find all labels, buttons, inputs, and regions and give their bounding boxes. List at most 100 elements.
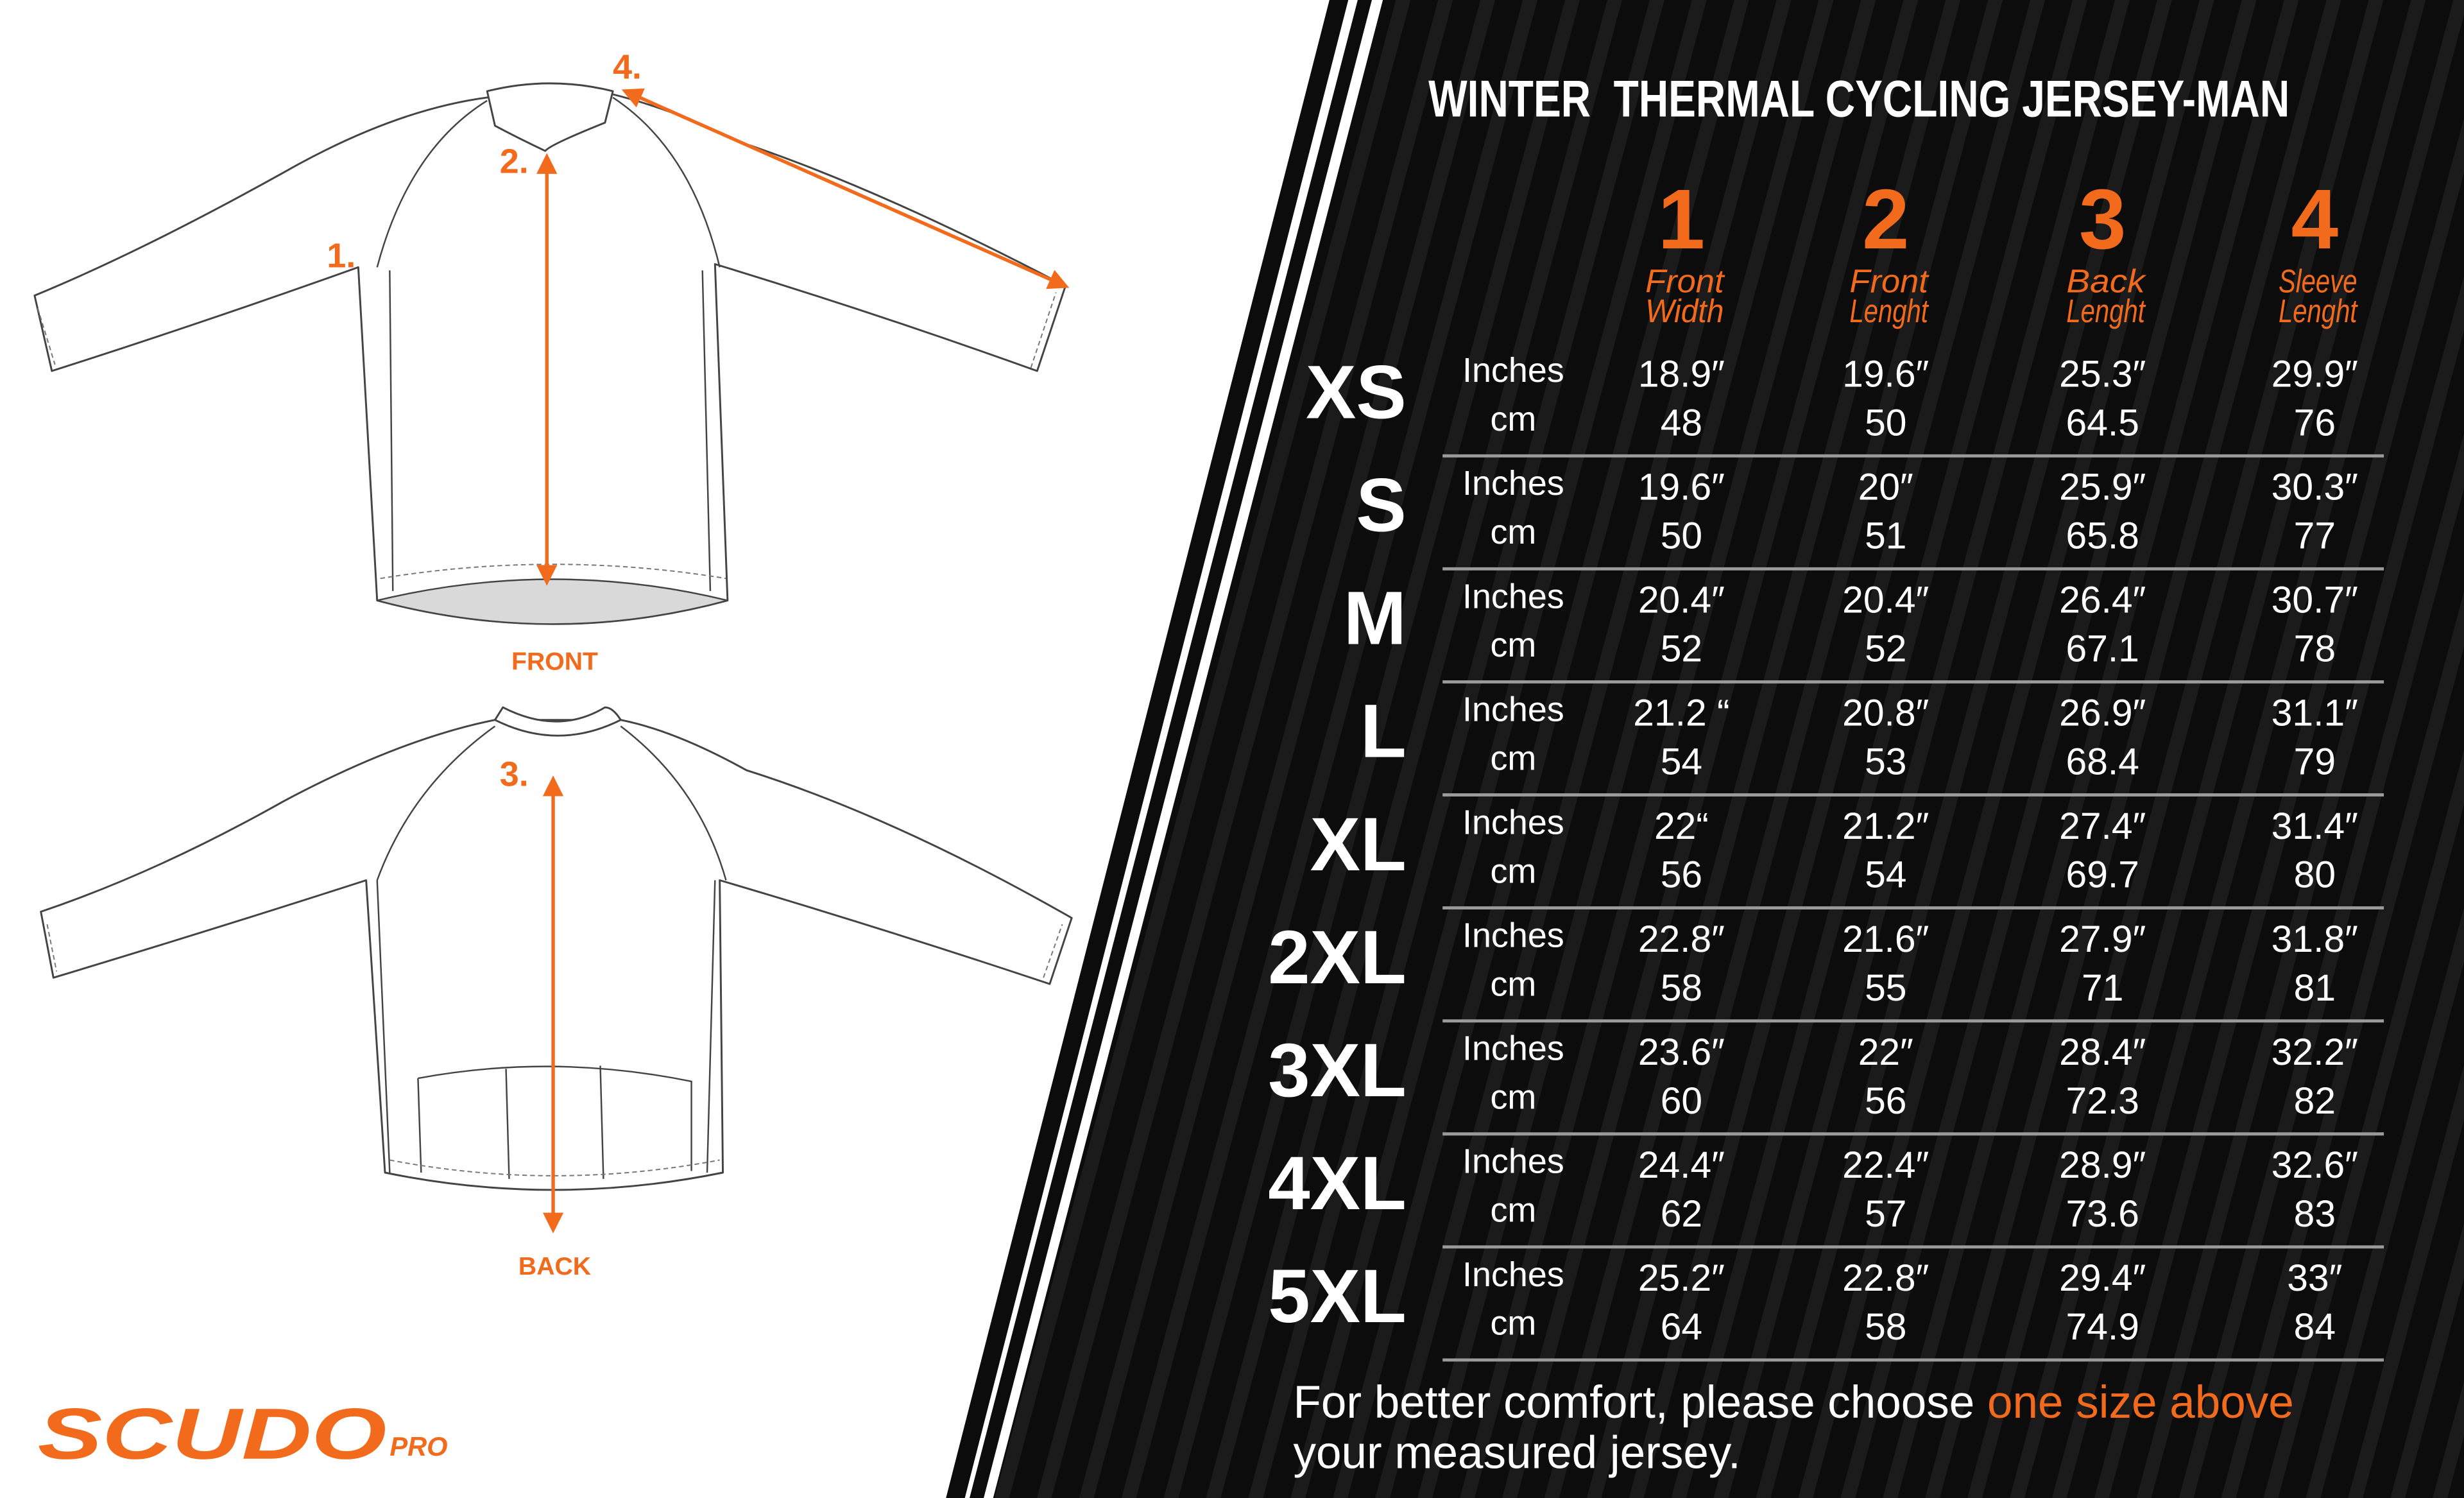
cm-value: 56 bbox=[1865, 1080, 1906, 1122]
cm-value: 58 bbox=[1661, 967, 1702, 1009]
unit-label: Inches bbox=[1462, 917, 1564, 955]
inch-value: 29.4″ bbox=[2059, 1257, 2146, 1299]
cm-value: 78 bbox=[2294, 628, 2336, 670]
marker: 2. bbox=[500, 142, 529, 180]
inch-value: 28.4″ bbox=[2059, 1031, 2146, 1073]
cm-value: 69.7 bbox=[2066, 854, 2139, 896]
unit-label: Inches bbox=[1462, 1255, 1564, 1294]
column-number: 2 bbox=[1862, 172, 1910, 267]
inch-value: 24.4″ bbox=[1638, 1144, 1725, 1186]
inch-value: 22.8″ bbox=[1638, 918, 1725, 960]
size-label: 5XL bbox=[1268, 1254, 1407, 1338]
inch-value: 18.9″ bbox=[1638, 354, 1725, 395]
cm-value: 52 bbox=[1661, 628, 1702, 670]
cm-value: 68.4 bbox=[2066, 741, 2139, 783]
cm-value: 81 bbox=[2294, 967, 2336, 1009]
unit-label: cm bbox=[1490, 965, 1536, 1003]
size-table: 1FrontWidth2FrontLenght3BackLenght4Sleev… bbox=[1268, 172, 2384, 1362]
marker: 3. bbox=[500, 755, 529, 794]
inch-value: 21.2″ bbox=[1842, 805, 1929, 847]
column-label: Lenght bbox=[2066, 292, 2146, 329]
cm-value: 56 bbox=[1661, 854, 1702, 896]
unit-label: Inches bbox=[1462, 1142, 1564, 1181]
column-label: Lenght bbox=[2279, 292, 2359, 329]
cm-value: 83 bbox=[2294, 1193, 2336, 1235]
inch-value: 26.4″ bbox=[2059, 580, 2146, 621]
unit-label: cm bbox=[1490, 852, 1536, 890]
cm-value: 79 bbox=[2294, 741, 2336, 783]
inch-value: 33″ bbox=[2287, 1257, 2342, 1299]
inch-value: 20″ bbox=[1858, 467, 1913, 508]
cm-value: 51 bbox=[1865, 515, 1906, 557]
cm-value: 73.6 bbox=[2066, 1193, 2139, 1235]
inch-value: 25.3″ bbox=[2059, 354, 2146, 395]
cm-value: 84 bbox=[2294, 1306, 2336, 1348]
front-label: FRONT bbox=[511, 648, 598, 675]
inch-value: 20.4″ bbox=[1842, 580, 1929, 621]
cm-value: 52 bbox=[1865, 628, 1906, 670]
unit-label: Inches bbox=[1462, 1029, 1564, 1068]
inch-value: 31.4″ bbox=[2272, 805, 2358, 847]
inch-value: 29.9″ bbox=[2272, 354, 2358, 395]
inch-value: 30.3″ bbox=[2272, 467, 2358, 508]
unit-label: Inches bbox=[1462, 351, 1564, 390]
inch-value: 28.9″ bbox=[2059, 1144, 2146, 1186]
unit-label: Inches bbox=[1462, 690, 1564, 728]
unit-label: cm bbox=[1490, 1191, 1536, 1230]
cm-value: 77 bbox=[2294, 515, 2336, 557]
footer-highlight: one size above bbox=[1987, 1377, 2294, 1428]
cm-value: 64 bbox=[1661, 1306, 1702, 1348]
cm-value: 48 bbox=[1661, 402, 1702, 443]
cm-value: 76 bbox=[2294, 402, 2336, 443]
cm-value: 55 bbox=[1865, 967, 1906, 1009]
unit-label: cm bbox=[1490, 1078, 1536, 1117]
inch-value: 21.2 “ bbox=[1633, 693, 1729, 734]
inch-value: 22″ bbox=[1858, 1031, 1913, 1073]
inch-value: 25.2″ bbox=[1638, 1257, 1725, 1299]
unit-label: Inches bbox=[1462, 464, 1564, 503]
unit-label: cm bbox=[1490, 400, 1536, 438]
inch-value: 20.8″ bbox=[1842, 693, 1929, 734]
cm-value: 57 bbox=[1865, 1193, 1906, 1235]
arrow bbox=[621, 88, 1070, 289]
marker: 4. bbox=[613, 48, 642, 87]
unit-label: Inches bbox=[1462, 577, 1564, 616]
inch-value: 23.6″ bbox=[1638, 1031, 1725, 1073]
inch-value: 31.1″ bbox=[2272, 693, 2358, 734]
inch-value: 27.4″ bbox=[2059, 805, 2146, 847]
cm-value: 50 bbox=[1661, 515, 1702, 557]
cm-value: 58 bbox=[1865, 1306, 1906, 1348]
inch-value: 31.8″ bbox=[2272, 918, 2358, 960]
column-number: 3 bbox=[2079, 172, 2126, 267]
inch-value: 27.9″ bbox=[2059, 918, 2146, 960]
inch-value: 20.4″ bbox=[1638, 580, 1725, 621]
size-label: S bbox=[1356, 463, 1406, 547]
back-label: BACK bbox=[518, 1253, 591, 1280]
title: WINTER THERMAL CYCLING JERSEY-MAN bbox=[1428, 70, 2289, 128]
column-label: Front bbox=[1849, 263, 1929, 300]
inch-value: 32.2″ bbox=[2272, 1031, 2358, 1073]
unit-label: cm bbox=[1490, 513, 1536, 551]
unit-label: cm bbox=[1490, 739, 1536, 777]
column-label: Width bbox=[1645, 292, 1724, 329]
unit-label: Inches bbox=[1462, 803, 1564, 841]
cm-value: 50 bbox=[1865, 402, 1906, 443]
cm-value: 80 bbox=[2294, 854, 2336, 896]
edge-stripe bbox=[946, 0, 1349, 1498]
inch-value: 19.6″ bbox=[1842, 354, 1929, 395]
marker: 1. bbox=[327, 236, 355, 275]
size-label: M bbox=[1344, 576, 1407, 660]
cm-value: 62 bbox=[1661, 1193, 1702, 1235]
cm-value: 67.1 bbox=[2066, 628, 2139, 670]
size-label: 2XL bbox=[1268, 915, 1407, 999]
column-label: Sleeve bbox=[2279, 263, 2357, 300]
footer-line: your measured jersey. bbox=[1294, 1427, 1741, 1478]
footer-text: For better comfort, please choose bbox=[1294, 1377, 1988, 1428]
column-number: 4 bbox=[2291, 172, 2339, 267]
size-label: 3XL bbox=[1268, 1028, 1407, 1112]
size-label: 4XL bbox=[1268, 1141, 1407, 1225]
unit-label: cm bbox=[1490, 626, 1536, 664]
inch-value: 19.6″ bbox=[1638, 467, 1725, 508]
